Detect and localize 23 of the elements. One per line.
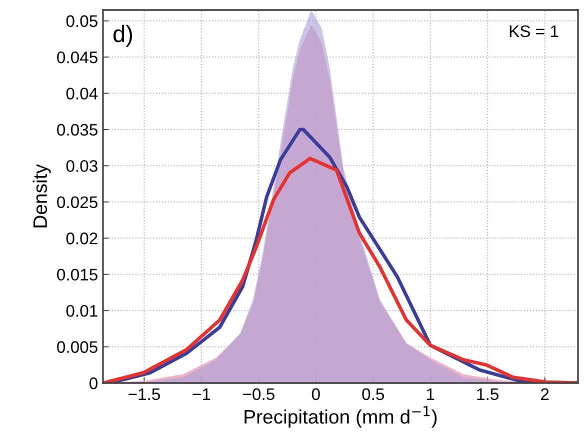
x-tick-label: 2 — [541, 388, 549, 400]
x-tick-label: 0.5 — [362, 388, 384, 400]
y-tick-label: 0 — [90, 377, 98, 390]
x-tick-label: 1.5 — [477, 388, 498, 400]
x-tick-label: −1.5 — [128, 388, 160, 400]
x-tick-label: 0 — [312, 388, 320, 400]
y-tick-label: 0.02 — [66, 232, 98, 244]
x-tick-label: 1 — [426, 388, 434, 400]
y-axis-title: Density — [32, 164, 51, 228]
y-tick-label: 0.01 — [66, 304, 98, 317]
x-tick-label: −0.5 — [243, 388, 274, 400]
x-tick-label: −1 — [192, 388, 210, 400]
x-axis-title: Precipitation (mm d$^{−1}$) — [244, 406, 437, 428]
annotation: d) — [113, 24, 132, 47]
y-tick-label: 0.015 — [57, 268, 98, 281]
y-tick-label: 0.005 — [57, 341, 98, 353]
y-tick-label: 0.04 — [66, 88, 98, 100]
annotation: KS = 1 — [510, 25, 558, 38]
y-tick-label: 0.045 — [57, 51, 98, 64]
y-tick-label: 0.025 — [57, 196, 98, 208]
y-tick-label: 0.03 — [66, 160, 98, 172]
y-tick-label: 0.035 — [57, 124, 98, 136]
y-tick-label: 0.05 — [66, 15, 98, 28]
